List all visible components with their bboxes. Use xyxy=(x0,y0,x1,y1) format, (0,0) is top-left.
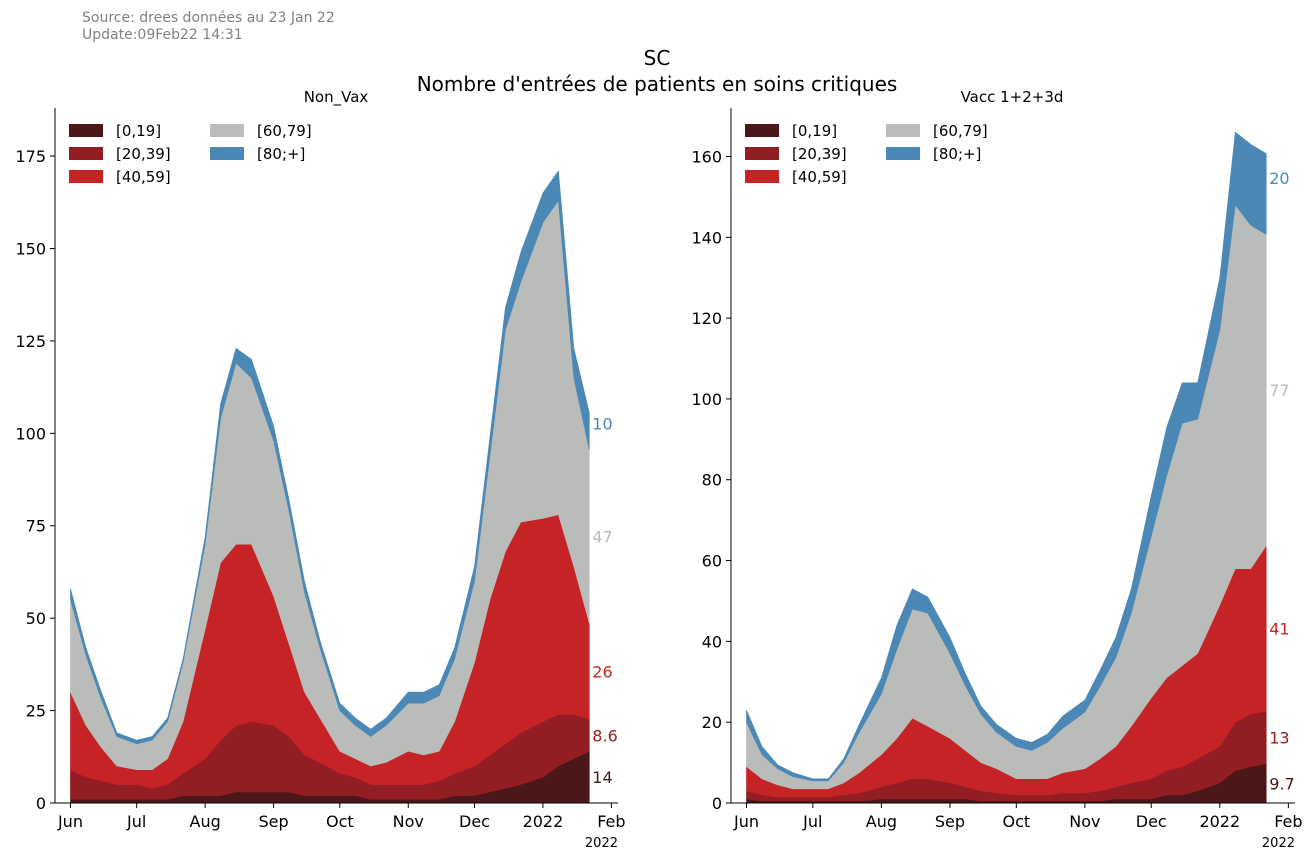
y-tick-label: 20 xyxy=(702,713,722,732)
end-label: 8.6 xyxy=(592,726,617,745)
x-offset-label: 2022 xyxy=(1262,836,1295,851)
legend-label: [40,59] xyxy=(116,168,171,186)
legend-label: [20,39] xyxy=(116,145,171,163)
legend-swatch xyxy=(886,124,920,137)
legend-swatch xyxy=(886,147,920,160)
y-tick-label: 140 xyxy=(691,228,722,247)
y-tick-label: 120 xyxy=(691,309,722,328)
y-tick-label: 80 xyxy=(702,471,722,490)
legend-swatch xyxy=(210,124,244,137)
panel-title: Non_Vax xyxy=(304,88,369,107)
legend-swatch xyxy=(745,124,779,137)
x-tick-label: 2022 xyxy=(1199,812,1240,831)
update-note: Update:09Feb22 14:31 xyxy=(82,27,243,43)
figure-title: SC xyxy=(643,46,671,70)
y-tick-label: 40 xyxy=(702,632,722,651)
y-tick-label: 160 xyxy=(691,147,722,166)
end-label: 9.7 xyxy=(1269,774,1294,793)
x-tick-label: Feb xyxy=(1274,812,1302,831)
x-tick-label: Aug xyxy=(866,812,897,831)
legend-swatch xyxy=(745,170,779,183)
legend-label: [80;+] xyxy=(257,145,305,163)
end-label: 77 xyxy=(1269,381,1289,400)
end-label: 41 xyxy=(1269,619,1289,638)
x-tick-label: Jun xyxy=(57,812,83,831)
end-label: 47 xyxy=(592,527,612,546)
legend-swatch xyxy=(69,147,103,160)
x-tick-label: Jun xyxy=(733,812,759,831)
end-label: 10 xyxy=(592,415,612,434)
end-label: 13 xyxy=(1269,729,1289,748)
area-80 xyxy=(746,131,1267,782)
legend-label: [0,19] xyxy=(116,122,161,140)
x-tick-label: Dec xyxy=(459,812,490,831)
y-tick-label: 100 xyxy=(691,390,722,409)
x-tick-label: Feb xyxy=(597,812,625,831)
x-tick-label: Oct xyxy=(326,812,354,831)
y-tick-label: 175 xyxy=(15,147,46,166)
y-tick-label: 60 xyxy=(702,552,722,571)
legend-label: [80;+] xyxy=(933,145,981,163)
legend-swatch xyxy=(69,170,103,183)
panel-title: Vacc 1+2+3d xyxy=(961,88,1064,106)
y-tick-label: 75 xyxy=(26,517,46,536)
y-tick-label: 100 xyxy=(15,424,46,443)
x-tick-label: Sep xyxy=(258,812,288,831)
legend-label: [20,39] xyxy=(792,145,847,163)
legend-swatch xyxy=(210,147,244,160)
x-offset-label: 2022 xyxy=(585,836,618,851)
x-tick-label: Nov xyxy=(393,812,424,831)
x-tick-label: Jul xyxy=(802,812,822,831)
legend-label: [60,79] xyxy=(257,122,312,140)
x-tick-label: 2022 xyxy=(523,812,564,831)
y-tick-label: 0 xyxy=(36,794,46,813)
legend-swatch xyxy=(69,124,103,137)
x-tick-label: Jul xyxy=(126,812,146,831)
x-tick-label: Nov xyxy=(1069,812,1100,831)
x-tick-label: Sep xyxy=(935,812,965,831)
figure-subtitle: Nombre d'entrées de patients en soins cr… xyxy=(416,72,898,96)
y-tick-label: 0 xyxy=(712,794,722,813)
legend-swatch xyxy=(745,147,779,160)
legend-label: [60,79] xyxy=(933,122,988,140)
y-tick-label: 50 xyxy=(26,609,46,628)
end-label: 14 xyxy=(592,768,612,787)
legend-label: [40,59] xyxy=(792,168,847,186)
x-tick-label: Aug xyxy=(190,812,221,831)
source-note: Source: drees données au 23 Jan 22 xyxy=(82,10,335,26)
y-tick-label: 150 xyxy=(15,239,46,258)
area-80 xyxy=(70,169,590,745)
x-tick-label: Oct xyxy=(1002,812,1030,831)
chart-panel-2: 9.7 13 41 77 20 0 20 40 60 80 100 120 140 160 Jun Jul Au… xyxy=(691,88,1302,851)
y-tick-label: 25 xyxy=(26,702,46,721)
x-tick-label: Dec xyxy=(1136,812,1167,831)
end-label: 26 xyxy=(592,662,612,681)
end-label: 20 xyxy=(1269,169,1289,188)
legend-label: [0,19] xyxy=(792,122,837,140)
y-tick-label: 125 xyxy=(15,332,46,351)
